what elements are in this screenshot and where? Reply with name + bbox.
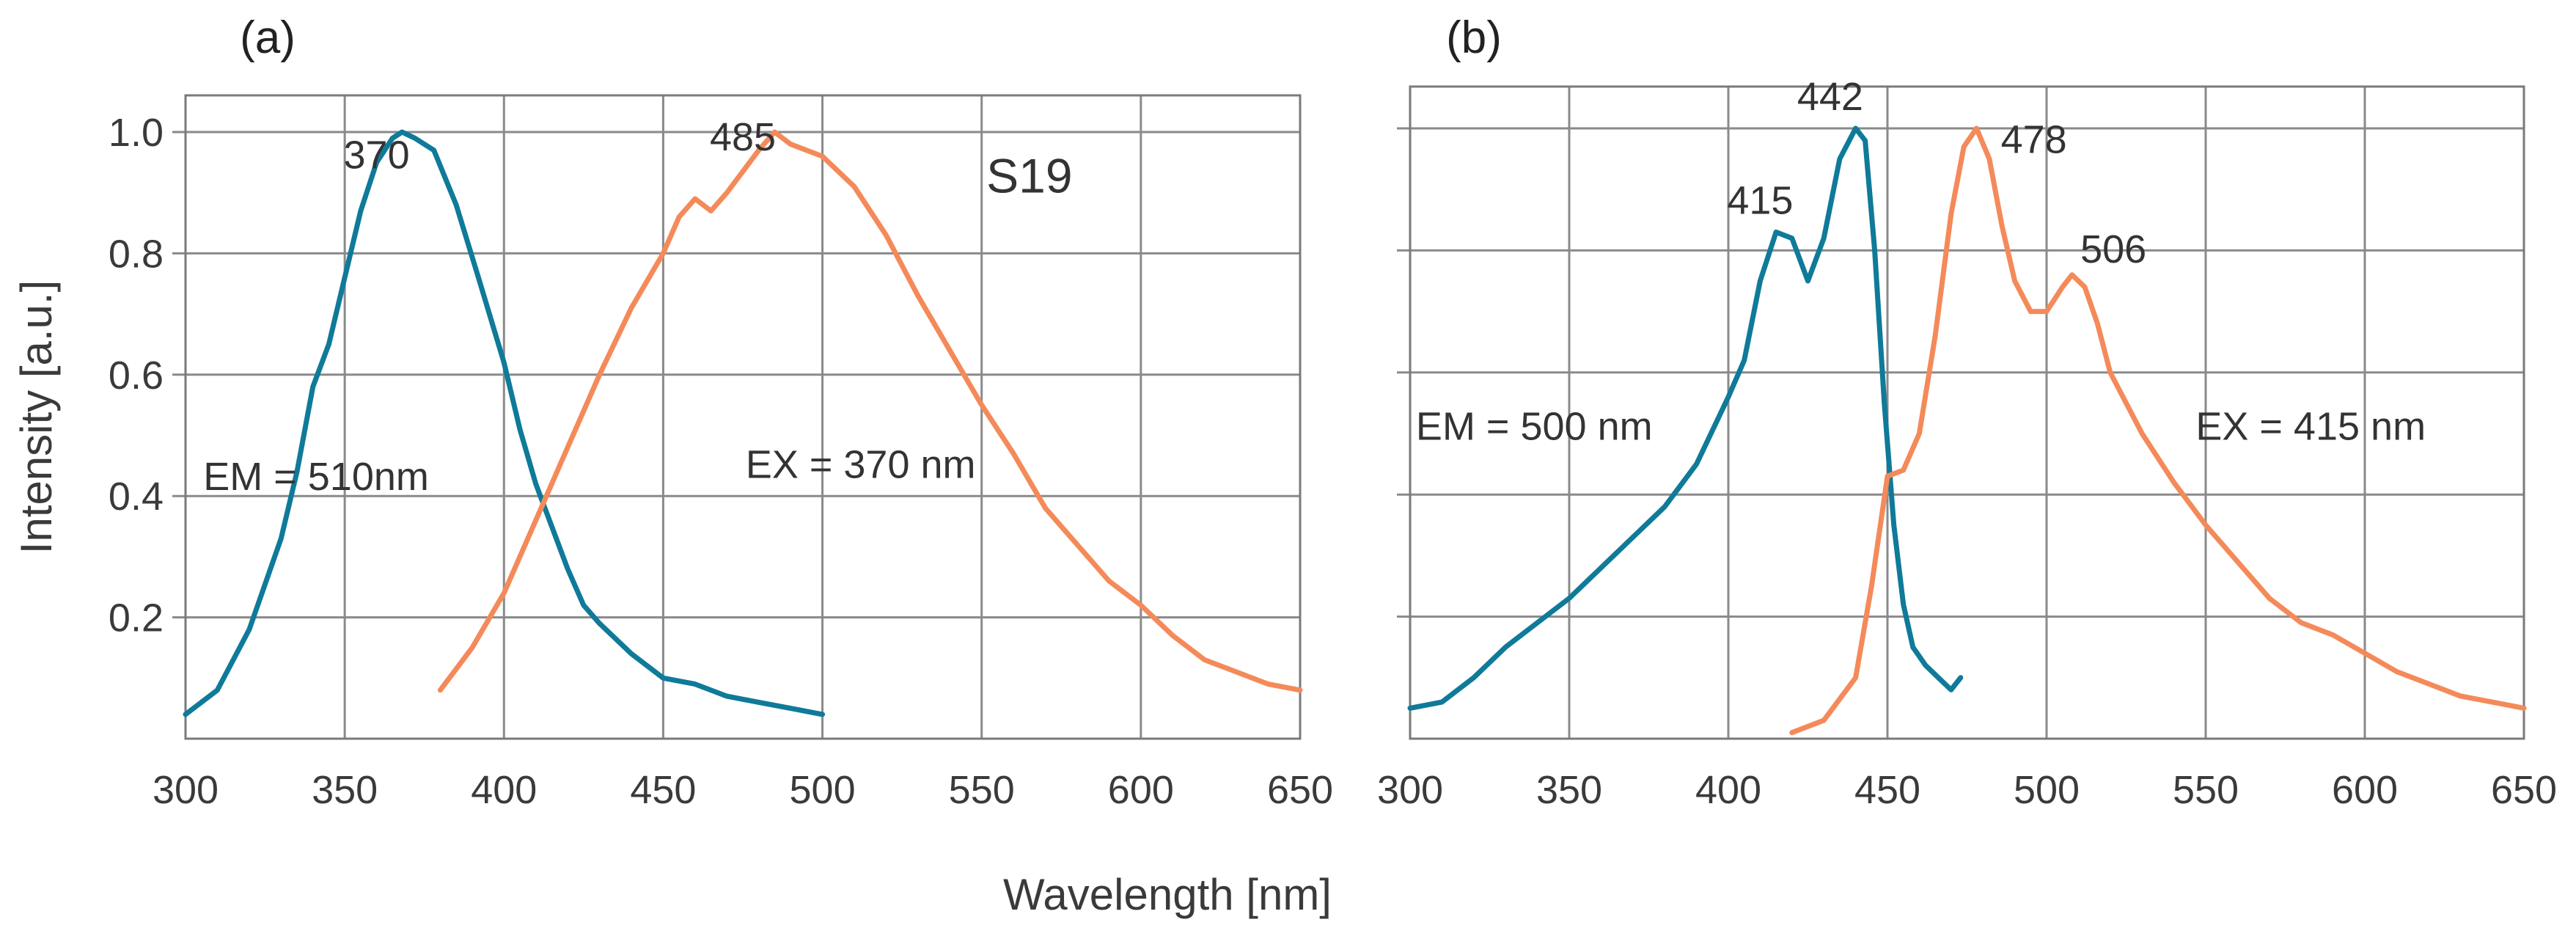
x-tick-label: 300 xyxy=(153,768,219,812)
annotation-label: 485 xyxy=(710,115,776,159)
annotation-label: EX = 415 nm xyxy=(2195,404,2426,448)
series-line-em xyxy=(183,129,826,717)
panel-label: (b) xyxy=(1446,12,1502,63)
series-line-ex xyxy=(437,129,1303,693)
x-tick-label: 600 xyxy=(1108,768,1174,812)
panel-a: 300 350 400 450 500 550 600 650 0.2 0.4 0.6 0.8 1.0 3… xyxy=(12,12,1333,812)
y-axis-title: Intensity [a.u.] xyxy=(12,280,61,555)
annotation-label: 506 xyxy=(2080,227,2146,271)
x-tick-label: 300 xyxy=(1377,768,1443,812)
x-tick-label: 400 xyxy=(471,768,537,812)
x-tick-label: 450 xyxy=(1854,768,1920,812)
y-tick-label: 0.8 xyxy=(109,232,164,276)
x-tick-label: 550 xyxy=(949,768,1015,812)
panel-b: 300 350 400 450 500 550 600 650 415 442 478 506 EM =… xyxy=(1377,12,2557,812)
x-tick-label: 600 xyxy=(2332,768,2398,812)
x-tick-label: 650 xyxy=(2491,768,2557,812)
series-line-em xyxy=(1407,125,1964,711)
sample-label: S19 xyxy=(986,149,1072,203)
plot-frame xyxy=(184,94,1302,740)
annotation-label: EM = 500 nm xyxy=(1416,404,1653,448)
x-tick-label: 400 xyxy=(1695,768,1761,812)
x-tick-label: 450 xyxy=(630,768,696,812)
annotation-label: 370 xyxy=(344,134,410,178)
y-tick-label: 0.4 xyxy=(109,475,164,519)
panel-label: (a) xyxy=(240,12,296,63)
annotation-label: 442 xyxy=(1797,75,1863,119)
annotation-label: EM = 510nm xyxy=(203,455,429,499)
x-tick-label: 500 xyxy=(790,768,856,812)
y-tick-label: 0.6 xyxy=(109,354,164,398)
x-axis-title: Wavelength [nm] xyxy=(1003,870,1332,919)
annotation-label: 478 xyxy=(2001,117,2067,161)
y-tick-label: 1.0 xyxy=(109,111,164,155)
annotation-label: 415 xyxy=(1727,178,1793,222)
y-tick-label: 0.2 xyxy=(109,596,164,640)
plot-frame xyxy=(1409,85,2525,740)
series-line-ex xyxy=(1789,125,2527,736)
x-tick-label: 550 xyxy=(2173,768,2239,812)
annotation-label: EX = 370 nm xyxy=(746,442,976,486)
x-tick-label: 650 xyxy=(1267,768,1333,812)
x-tick-label: 500 xyxy=(2014,768,2080,812)
x-tick-label: 350 xyxy=(312,768,378,812)
x-tick-label: 350 xyxy=(1536,768,1602,812)
